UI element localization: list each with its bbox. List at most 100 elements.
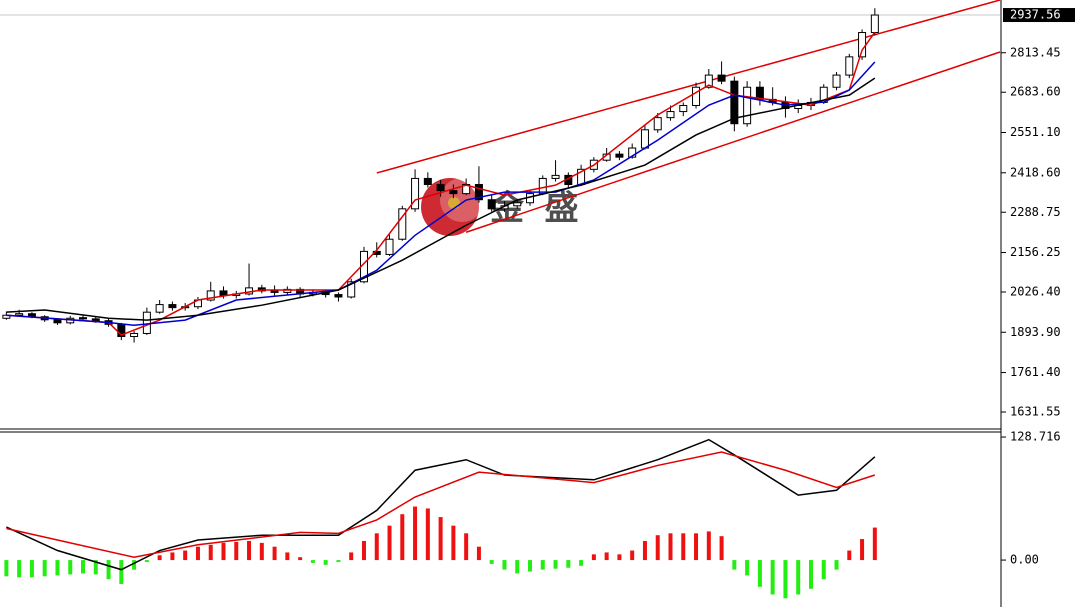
histogram-bar [528, 560, 533, 572]
histogram-bar [310, 560, 315, 563]
trend-line [465, 51, 1001, 233]
histogram-bar [400, 514, 405, 561]
histogram-bar [847, 550, 852, 561]
histogram-bar [502, 560, 507, 570]
candle-body [155, 304, 164, 313]
y-tick-label: 0.00 [1010, 553, 1039, 567]
candle-body [436, 184, 445, 192]
histogram-bar [808, 560, 813, 589]
candle-body [640, 129, 649, 149]
candle-body [832, 74, 841, 88]
last-price-box [1003, 8, 1075, 23]
histogram-bar [247, 540, 252, 561]
histogram-bar [464, 533, 469, 561]
histogram-bar [425, 508, 430, 561]
candle-body [142, 311, 151, 334]
y-tick-label: 128.716 [1010, 430, 1061, 444]
candle-body [845, 56, 854, 76]
histogram-bar [17, 560, 22, 578]
y-tick-label: 1631.55 [1010, 405, 1061, 419]
histogram-bar [119, 560, 124, 584]
histogram-bar [515, 560, 520, 574]
histogram-bar [374, 533, 379, 561]
candle-body [551, 174, 560, 179]
histogram-bar [451, 525, 456, 561]
histogram-bar [553, 560, 558, 569]
y-tick-label: 1893.90 [1010, 325, 1061, 339]
histogram-bar [272, 546, 277, 561]
histogram-bar [157, 555, 162, 561]
y-tick-label: 2156.25 [1010, 245, 1061, 259]
histogram-bar [821, 560, 826, 580]
histogram-bar [349, 552, 354, 561]
y-tick-label: 1761.40 [1010, 365, 1061, 379]
candle-body [398, 208, 407, 240]
candle-body [219, 290, 228, 296]
histogram-bar [387, 525, 392, 561]
histogram-bar [591, 554, 596, 561]
histogram-bar [413, 506, 418, 561]
candle-body [79, 317, 88, 320]
histogram-bar [796, 560, 801, 595]
candle-body [692, 86, 701, 106]
histogram-bar [195, 546, 200, 561]
histogram-bar [68, 560, 73, 575]
histogram-bar [860, 539, 865, 561]
candle-body [347, 281, 356, 298]
candle-body [870, 14, 879, 34]
y-tick-label: 2288.75 [1010, 205, 1061, 219]
macd-line [6, 451, 876, 558]
candle-body [385, 238, 394, 255]
histogram-bar [745, 560, 750, 576]
candle-body [538, 177, 547, 195]
logo-dot [448, 197, 460, 209]
histogram-bar [834, 560, 839, 570]
histogram-bar [170, 552, 175, 561]
histogram-bar [642, 540, 647, 561]
candle-body [168, 304, 177, 309]
candle-body [270, 290, 279, 293]
candle-body [487, 199, 496, 210]
candle-body [130, 332, 139, 338]
candle-body [411, 177, 420, 210]
y-tick-label: 2026.40 [1010, 285, 1061, 299]
candle-body [91, 318, 100, 322]
histogram-bar [630, 550, 635, 561]
histogram-bar [438, 517, 443, 561]
histogram-bar [770, 560, 775, 595]
candle-body [53, 319, 62, 324]
candle-body [615, 153, 624, 158]
histogram-bar [259, 542, 264, 561]
histogram-bar [719, 536, 724, 561]
histogram-bar [234, 541, 239, 561]
histogram-bar [93, 560, 98, 575]
candle-body [717, 74, 726, 82]
histogram-bar [183, 550, 188, 561]
histogram-bar [144, 560, 149, 562]
histogram-bar [221, 542, 226, 561]
histogram-bar [489, 560, 494, 564]
y-tick-label: 2551.10 [1010, 125, 1061, 139]
candle-body [15, 313, 24, 316]
candle-body [423, 177, 432, 186]
histogram-bar [81, 560, 86, 574]
histogram-bar [655, 535, 660, 561]
histogram-bar [579, 560, 584, 566]
candle-body [474, 184, 483, 201]
candle-body [628, 147, 637, 158]
histogram-bar [617, 554, 622, 561]
histogram-bar [4, 560, 9, 577]
histogram-bar [208, 544, 213, 561]
y-tick-label: 2418.60 [1010, 165, 1061, 179]
histogram-bar [55, 560, 60, 576]
trend-line [376, 0, 1001, 174]
last-price-label: 2937.56 [1010, 8, 1061, 22]
ma-line [6, 61, 876, 327]
histogram-bar [476, 546, 481, 561]
histogram-bar [106, 560, 111, 580]
histogram-bar [323, 560, 328, 565]
histogram-bar [732, 560, 737, 570]
y-tick-label: 2683.60 [1010, 85, 1061, 99]
